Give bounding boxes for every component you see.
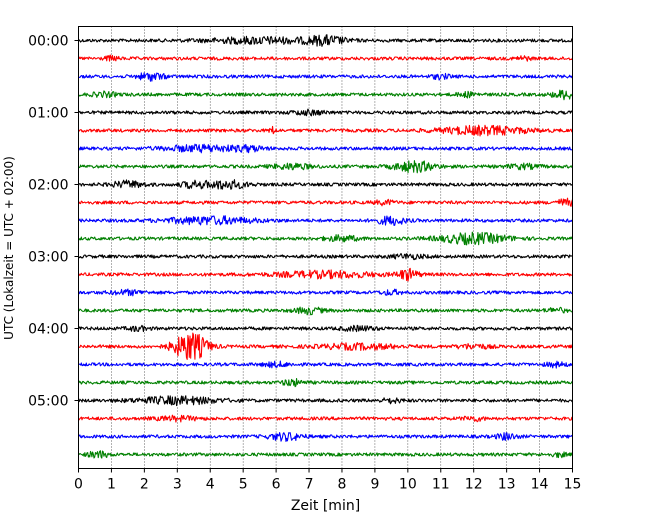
x-tick-label: 8 bbox=[338, 477, 347, 493]
y-tick-label: 00:00 bbox=[28, 34, 68, 50]
trace-row bbox=[77, 252, 573, 261]
x-tick-label: 3 bbox=[173, 477, 182, 493]
trace-row bbox=[78, 360, 573, 369]
trace-row bbox=[78, 332, 573, 360]
trace-row bbox=[78, 288, 573, 297]
trace-row bbox=[78, 414, 574, 423]
x-tick-label: 11 bbox=[432, 477, 450, 493]
y-axis-ticks: 00:00 01:00 02:00 03:00 04:00 05:00 bbox=[28, 34, 79, 410]
trace-row bbox=[78, 267, 573, 282]
x-tick-label: 13 bbox=[498, 477, 516, 493]
x-tick-label: 6 bbox=[272, 477, 281, 493]
x-tick-label: 15 bbox=[564, 477, 582, 493]
x-tick-label: 14 bbox=[531, 477, 549, 493]
plot-frame bbox=[78, 26, 573, 469]
trace-row bbox=[77, 324, 573, 333]
trace-row bbox=[78, 432, 573, 442]
trace-row bbox=[78, 34, 573, 47]
x-tick-label: 2 bbox=[140, 477, 149, 493]
trace-row bbox=[77, 197, 574, 207]
trace-row bbox=[78, 160, 573, 174]
y-tick-label: 05:00 bbox=[28, 394, 68, 410]
trace-row bbox=[78, 143, 573, 154]
y-axis-label: UTC (Lokalzeit = UTC + 02:00) bbox=[2, 156, 16, 340]
x-tick-label: 12 bbox=[465, 477, 483, 493]
trace-row bbox=[78, 124, 573, 137]
x-tick-label: 5 bbox=[239, 477, 248, 493]
x-tick-label: 1 bbox=[107, 477, 116, 493]
x-axis-ticks: 0 1 2 3 4 5 6 7 8 9 10 11 12 13 14 15 bbox=[74, 468, 582, 493]
trace-row bbox=[78, 89, 573, 101]
y-tick-label: 01:00 bbox=[28, 106, 68, 122]
trace-row bbox=[78, 378, 573, 388]
trace-row bbox=[78, 395, 573, 407]
trace-row bbox=[78, 231, 574, 246]
x-tick-label: 4 bbox=[206, 477, 215, 493]
plot-background bbox=[78, 26, 573, 469]
x-tick-label: 0 bbox=[74, 477, 83, 493]
trace-row bbox=[78, 215, 574, 226]
trace-row bbox=[78, 306, 573, 316]
y-tick-label: 02:00 bbox=[28, 178, 68, 194]
trace-row bbox=[78, 72, 574, 82]
y-tick-label: 03:00 bbox=[28, 250, 68, 266]
trace-row bbox=[78, 108, 574, 117]
trace-row bbox=[77, 179, 573, 190]
trace-row bbox=[78, 450, 574, 459]
y-tick-label: 04:00 bbox=[28, 322, 68, 338]
seismic-traces bbox=[77, 34, 574, 459]
x-axis-label: Zeit [min] bbox=[291, 498, 360, 514]
x-tick-label: 9 bbox=[370, 477, 379, 493]
x-tick-label: 10 bbox=[399, 477, 417, 493]
x-tick-label: 7 bbox=[305, 477, 314, 493]
trace-row bbox=[78, 54, 573, 62]
